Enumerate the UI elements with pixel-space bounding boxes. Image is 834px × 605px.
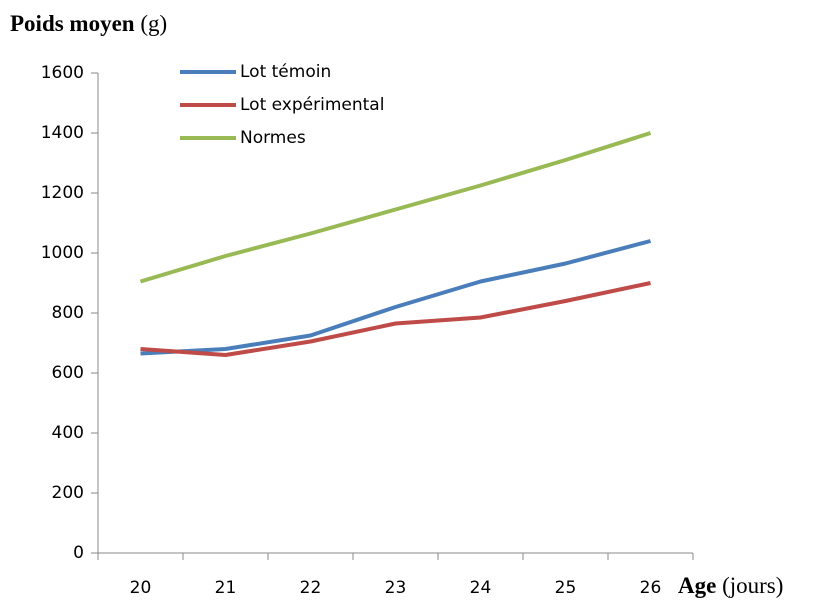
x-tick-label: 23 [385,578,407,598]
x-tick-label: 22 [300,578,322,598]
x-tick-label: 21 [215,578,237,598]
y-tick-label: 400 [52,423,84,443]
y-tick-label: 0 [73,543,84,563]
x-tick-label: 25 [555,578,577,598]
y-unit: (g) [140,11,167,36]
y-axis-title: Poids moyen (g) [10,11,167,36]
series-line [140,281,651,357]
x-label: Age [678,573,716,598]
y-tick-label: 800 [52,303,84,323]
y-tick-label: 1400 [41,123,84,143]
y-tick-label: 1000 [41,243,84,263]
legend-label: Normes [240,128,306,148]
legend-label: Lot témoin [240,62,331,82]
x-unit: (jours) [722,573,783,598]
legend-label: Lot expérimental [240,95,384,115]
y-tick-label: 200 [52,483,84,503]
y-tick-label: 1200 [41,183,84,203]
series-line [140,239,652,356]
x-tick-label: 24 [470,578,492,598]
series-line [139,131,652,284]
y-tick-label: 1600 [41,63,84,83]
y-tick-label: 600 [52,363,84,383]
x-tick-label: 26 [640,578,662,598]
y-label: Poids moyen [10,11,135,36]
x-axis-title: Age (jours) [678,573,783,598]
x-tick-label: 20 [130,578,152,598]
